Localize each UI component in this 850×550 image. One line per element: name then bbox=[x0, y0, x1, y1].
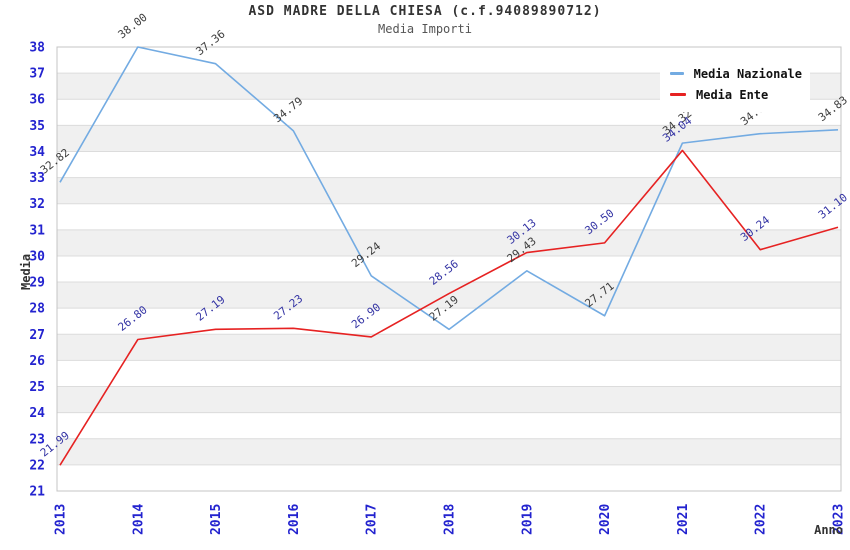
legend-label-media-ente: Media Ente bbox=[696, 87, 769, 102]
y-tick-label: 26 bbox=[29, 354, 45, 369]
legend-line-swatch-nazionale bbox=[670, 72, 684, 75]
y-axis-title: Media bbox=[19, 254, 33, 290]
x-tick-label: 2013 bbox=[54, 504, 69, 535]
legend-item-media-ente: Media Ente bbox=[670, 84, 802, 105]
plot-border bbox=[56, 46, 842, 492]
y-tick-label: 21 bbox=[29, 485, 45, 500]
legend-item-media-nazionale: Media Nazionale bbox=[670, 63, 802, 84]
x-tick-label: 2021 bbox=[676, 504, 691, 535]
grid-stripe bbox=[57, 386, 841, 413]
grid-stripe bbox=[57, 282, 841, 309]
grid-stripe bbox=[57, 229, 841, 256]
y-tick-label: 35 bbox=[29, 119, 45, 134]
chart-title: ASD MADRE DELLA CHIESA (c.f.94089890712) bbox=[248, 4, 602, 19]
y-tick-label: 31 bbox=[29, 223, 45, 238]
series-line-media-nazionale bbox=[59, 46, 839, 331]
x-tick-label: 2022 bbox=[754, 504, 769, 535]
legend-line-swatch-ente bbox=[670, 93, 686, 96]
grid-stripe bbox=[57, 438, 841, 465]
grid-stripe bbox=[57, 334, 841, 361]
x-tick-label: 2015 bbox=[209, 504, 224, 535]
x-tick-label: 2023 bbox=[832, 504, 847, 535]
y-tick-label: 33 bbox=[29, 171, 45, 186]
y-tick-label: 34 bbox=[29, 145, 45, 160]
y-tick-label: 22 bbox=[29, 458, 45, 473]
y-tick-label: 23 bbox=[29, 432, 45, 447]
y-tick-label: 28 bbox=[29, 302, 45, 317]
x-tick-label: 2014 bbox=[131, 504, 146, 535]
y-tick-label: 30 bbox=[29, 249, 45, 264]
y-tick-label: 32 bbox=[29, 197, 45, 212]
x-tick-label: 2016 bbox=[287, 504, 302, 535]
grid-stripe bbox=[57, 177, 841, 204]
x-tick-label: 2019 bbox=[520, 504, 535, 535]
y-tick-label: 37 bbox=[29, 67, 45, 82]
y-tick-label: 29 bbox=[29, 276, 45, 291]
y-tick-label: 24 bbox=[29, 406, 45, 421]
x-tick-label: 2020 bbox=[598, 504, 613, 535]
y-tick-label: 27 bbox=[29, 328, 45, 343]
y-tick-label: 36 bbox=[29, 93, 45, 108]
series-line-media-ente bbox=[59, 149, 839, 466]
grid-stripe bbox=[57, 125, 841, 152]
legend: Media Nazionale Media Ente bbox=[660, 56, 810, 112]
y-tick-label: 38 bbox=[29, 41, 45, 56]
chart-subtitle: Media Importi bbox=[378, 22, 472, 36]
x-axis-title: Anno bbox=[814, 523, 843, 537]
y-tick-label: 25 bbox=[29, 380, 45, 395]
legend-label-media-nazionale: Media Nazionale bbox=[693, 66, 802, 81]
x-tick-label: 2017 bbox=[365, 504, 380, 535]
x-tick-label: 2018 bbox=[443, 504, 458, 535]
